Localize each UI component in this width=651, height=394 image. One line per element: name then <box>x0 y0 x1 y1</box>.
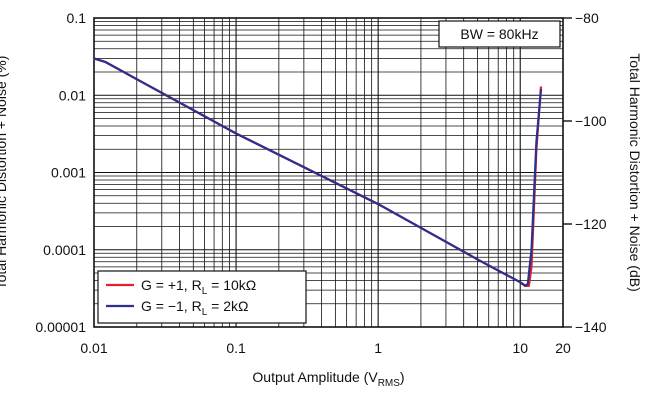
y-tick-label: 0.0001 <box>43 242 86 258</box>
legend-entry-series-1: G = +1, RL = 10kΩ <box>141 277 256 297</box>
x-tick-label: 20 <box>555 340 571 356</box>
legend-entry-series-2: G = −1, RL = 2kΩ <box>141 298 248 318</box>
grid-lines <box>94 18 563 327</box>
y2-tick-label: −100 <box>575 113 607 129</box>
annotation-box-frame <box>438 20 561 48</box>
legend-entry-series-1-sub: L <box>202 286 208 297</box>
x-tick-label: 0.01 <box>80 340 107 356</box>
x-axis-label-end: ) <box>400 369 405 385</box>
legend-entry-series-2-post: = 2kΩ <box>207 298 248 314</box>
y-tick-label: 0.01 <box>59 87 86 103</box>
x-tick-label: 10 <box>512 340 528 356</box>
legend-entry-series-1-post: = 10kΩ <box>207 277 256 293</box>
y2-tick-label: −120 <box>575 216 607 232</box>
data-series <box>93 57 543 287</box>
y2-tick-label: −140 <box>575 319 607 335</box>
legend-frame <box>97 270 307 324</box>
annotation-bandwidth: BW = 80kHz <box>460 26 538 42</box>
legend: G = +1, RL = 10kΩ G = −1, RL = 2kΩ <box>97 270 307 324</box>
y2-axis-label: Total Harmonic Distortion + Noise (dB) <box>627 53 643 291</box>
x-tick-label: 1 <box>374 340 382 356</box>
legend-entry-series-1-pre: G = +1, R <box>141 277 202 293</box>
y-tick-label: 0.00001 <box>35 319 86 335</box>
plot-frame <box>93 17 564 328</box>
y2-tick-label: −80 <box>575 10 599 26</box>
annotation-box: BW = 80kHz <box>438 20 561 48</box>
x-axis-label-main: Output Amplitude (V <box>252 369 378 385</box>
x-axis-label: Output Amplitude (VRMS) <box>252 369 404 389</box>
y-tick-label: 0.1 <box>67 10 87 26</box>
x-axis-label-sub: RMS <box>378 378 401 389</box>
y-tick-label: 0.001 <box>51 165 86 181</box>
y-axis-label: Total Harmonic Distortion + Noise (%) <box>0 56 9 290</box>
x-tick-label: 0.1 <box>226 340 246 356</box>
legend-entry-series-2-sub: L <box>202 307 208 318</box>
series-line-2 <box>93 57 543 287</box>
legend-entry-series-2-pre: G = −1, R <box>141 298 202 314</box>
tick-labels: 0.01 0.1 1 10 20 0.00001 0.0001 0.001 0.01 0.1 −14… <box>35 10 606 356</box>
